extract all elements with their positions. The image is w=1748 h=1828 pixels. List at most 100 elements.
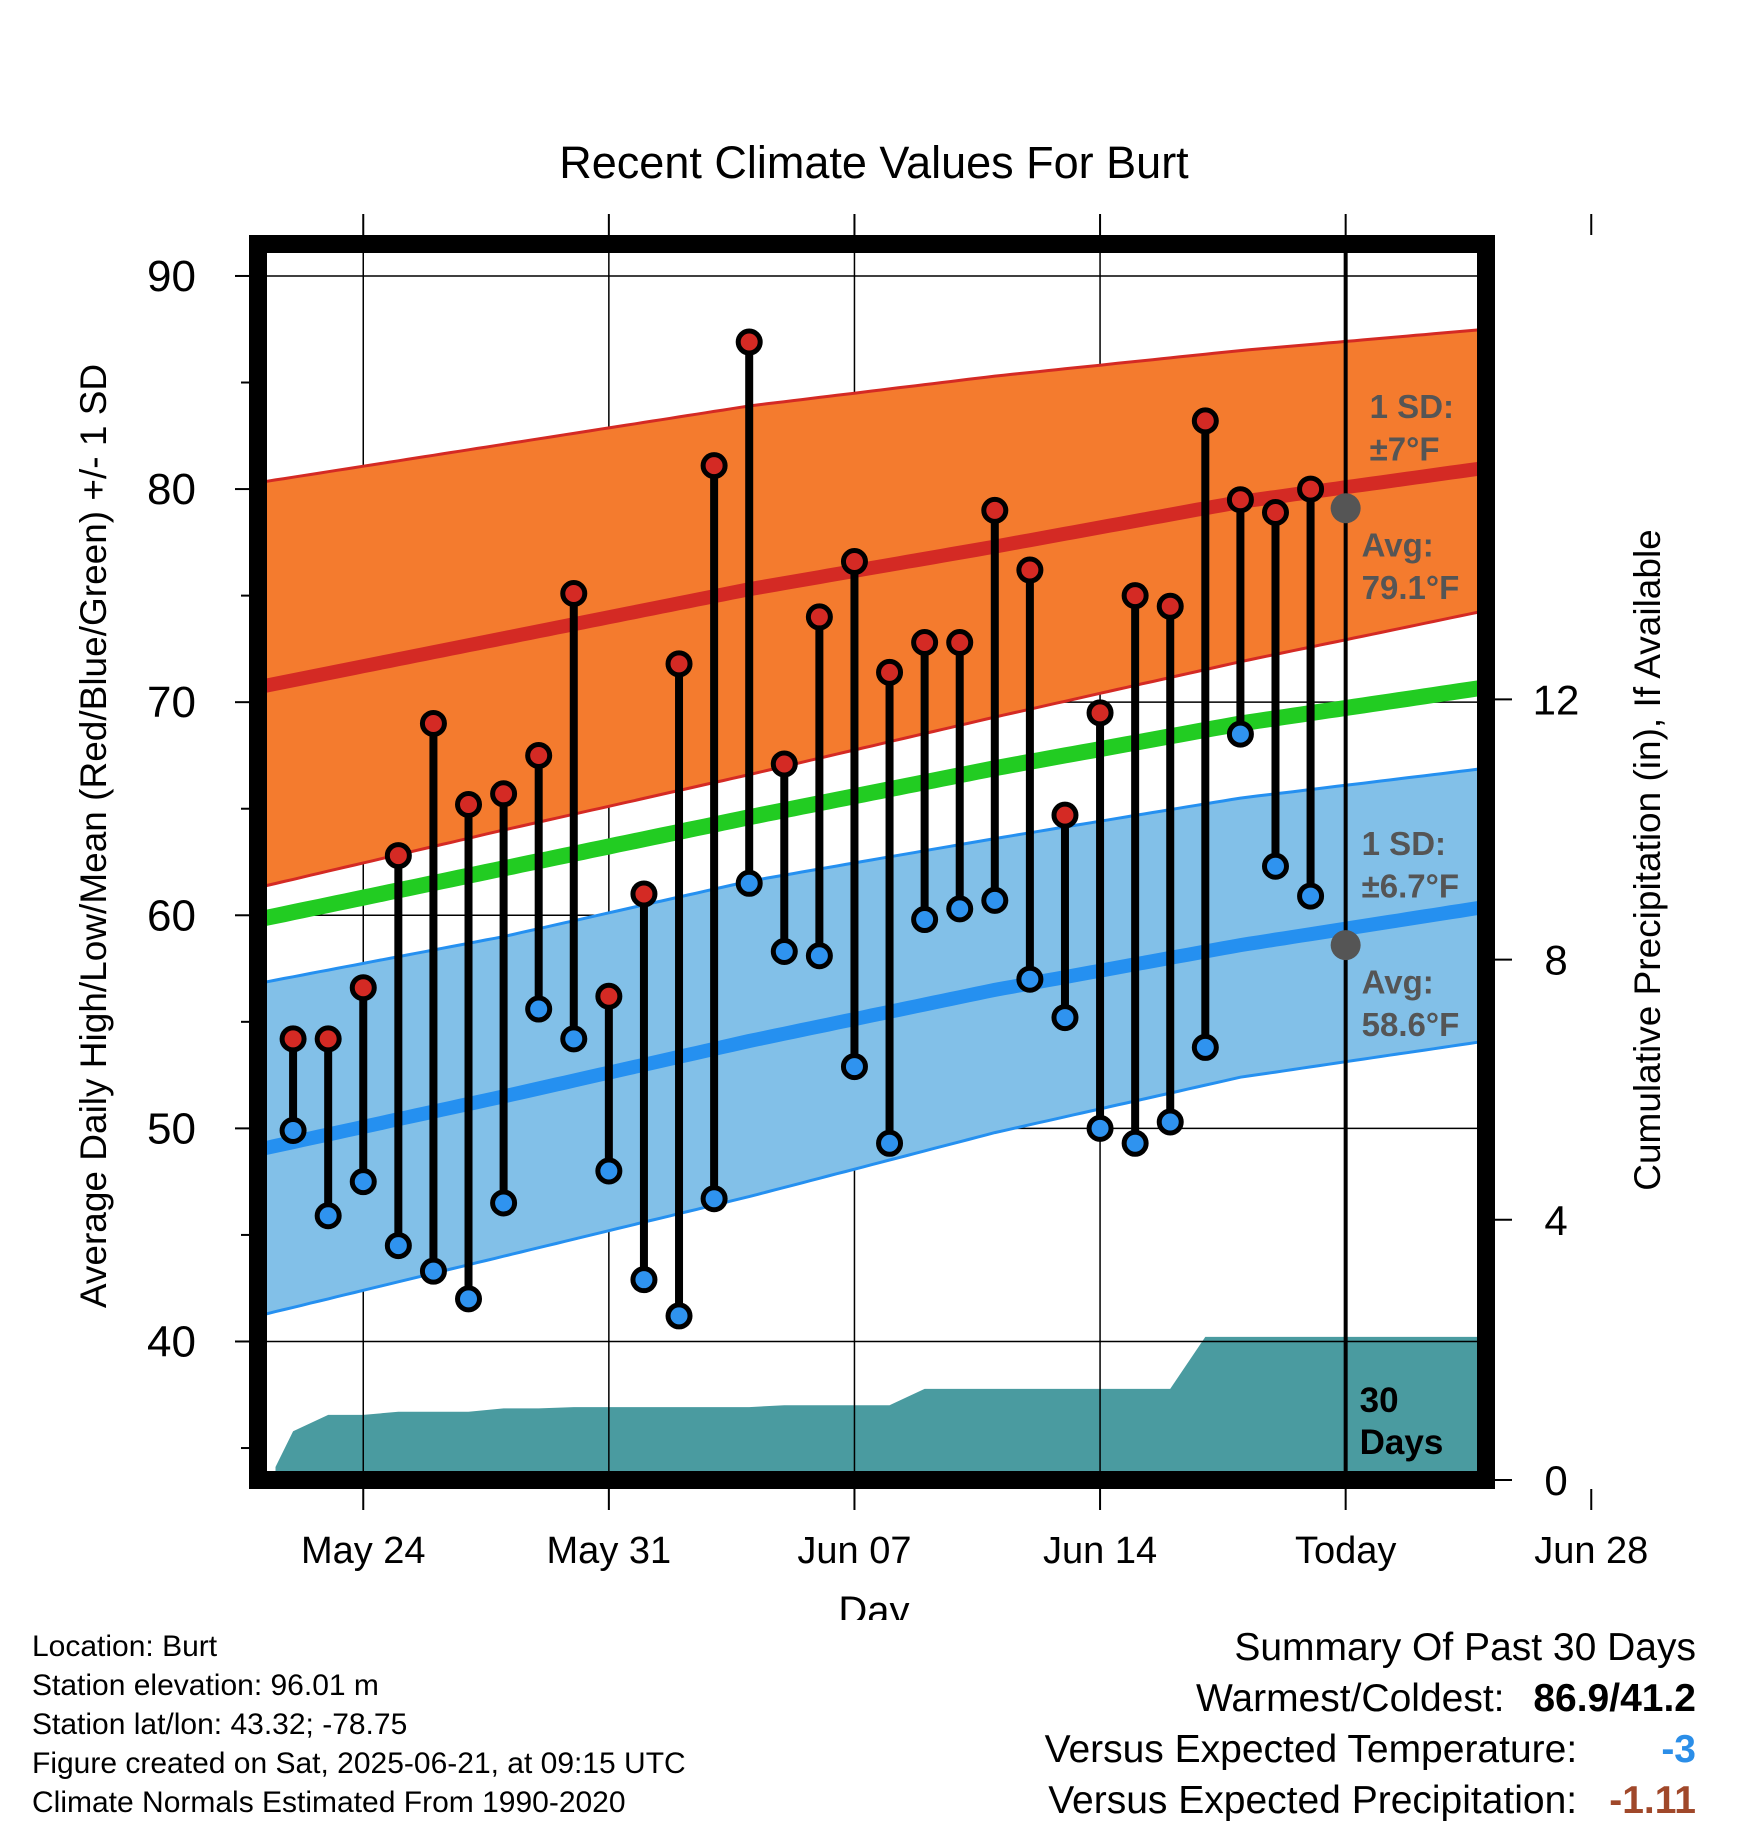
x-tick-label: Jun 14 xyxy=(1043,1530,1157,1572)
daily-high-point xyxy=(490,780,518,808)
daily-high-point xyxy=(1086,699,1114,727)
daily-high-point xyxy=(384,842,412,870)
created-text: Figure created on Sat, 2025-06-21, at 09… xyxy=(32,1747,686,1780)
chart-title: Recent Climate Values For Burt xyxy=(559,137,1189,188)
x-tick-label: Today xyxy=(1295,1530,1396,1572)
daily-high-point xyxy=(630,880,658,908)
y-axis-label: Average Daily High/Low/Mean (Red/Blue/Gr… xyxy=(73,364,114,1308)
daily-low-point xyxy=(1086,1114,1114,1142)
daily-high-point xyxy=(911,629,939,657)
daily-low-point xyxy=(314,1202,342,1230)
high-sd-band xyxy=(258,329,1486,888)
y-tick-label: 50 xyxy=(147,1104,196,1153)
daily-low-point xyxy=(1191,1033,1219,1061)
low-sd-label: 1 SD: xyxy=(1362,825,1446,862)
daily-high-point xyxy=(1016,556,1044,584)
daily-high-point xyxy=(770,750,798,778)
daily-low-point xyxy=(1226,720,1254,748)
temp-anomaly-value: -3 xyxy=(1661,1728,1696,1771)
plot-content xyxy=(258,244,1486,1480)
daily-high-point xyxy=(876,658,904,686)
x-tick-label: May 24 xyxy=(301,1530,426,1572)
daily-high-point xyxy=(560,579,588,607)
low-sd-band xyxy=(258,768,1486,1316)
normals-text: Climate Normals Estimated From 1990-2020 xyxy=(32,1786,626,1819)
daily-high-point xyxy=(525,741,553,769)
daily-low-point xyxy=(840,1053,868,1081)
daily-low-point xyxy=(560,1025,588,1053)
daily-low-point xyxy=(349,1168,377,1196)
daily-high-point xyxy=(981,496,1009,524)
precip-anomaly-label: Versus Expected Precipitation: xyxy=(1048,1779,1578,1822)
daily-high-point xyxy=(455,790,483,818)
daily-high-point xyxy=(946,629,974,657)
y2-tick-label: 8 xyxy=(1544,937,1567,984)
daily-high-point xyxy=(1121,582,1149,610)
normal-low-line xyxy=(258,899,1486,1157)
high-sd-label: 1 SD: xyxy=(1370,388,1454,425)
elevation-text: Station elevation: 96.01 m xyxy=(32,1669,379,1702)
high-avg-value: 79.1°F xyxy=(1362,569,1460,606)
daily-high-point xyxy=(1261,499,1289,527)
y-tick-label: 70 xyxy=(147,678,196,727)
daily-low-point xyxy=(876,1129,904,1157)
daily-low-point xyxy=(911,906,939,934)
plot-area: 1 SD: ±7°F Avg: 79.1°F 1 SD: ±6.7°F Avg: 58.6°F… xyxy=(147,214,1648,1572)
daily-high-point xyxy=(1156,592,1184,620)
daily-high-point xyxy=(1297,475,1325,503)
daily-low-point xyxy=(1156,1108,1184,1136)
daily-high-point xyxy=(700,452,728,480)
station-info: Location: Burt Station elevation: 96.01 … xyxy=(32,1627,686,1822)
high-sd-band-lower-edge xyxy=(258,609,1486,890)
daily-high-point xyxy=(840,548,868,576)
daily-low-point xyxy=(1297,882,1325,910)
y2-tick-label: 12 xyxy=(1533,676,1580,723)
normal-high-line xyxy=(258,460,1486,695)
daily-low-point xyxy=(946,895,974,923)
daily-low-point xyxy=(384,1232,412,1260)
daily-high-point xyxy=(349,974,377,1002)
daily-low-point xyxy=(1051,1004,1079,1032)
daily-low-point xyxy=(595,1157,623,1185)
temp-anomaly-label: Versus Expected Temperature: xyxy=(1044,1728,1578,1771)
location-text: Location: Burt xyxy=(32,1630,218,1663)
daily-low-point xyxy=(279,1117,307,1145)
daily-low-point xyxy=(665,1302,693,1330)
x-axis-label: Day xyxy=(838,1589,909,1620)
x-tick-label: Jun 07 xyxy=(797,1530,911,1572)
daily-low-point xyxy=(490,1189,518,1217)
daily-high-point xyxy=(314,1025,342,1053)
precip-anomaly-value: -1.11 xyxy=(1609,1779,1696,1822)
y2-axis-label: Cumulative Precipitation (in), If Availa… xyxy=(1627,529,1668,1191)
daily-low-point xyxy=(419,1257,447,1285)
daily-low-point xyxy=(1016,965,1044,993)
summary-heading: Summary Of Past 30 Days xyxy=(1234,1626,1696,1669)
daily-high-point xyxy=(665,650,693,678)
today-low-avg-marker xyxy=(1330,930,1361,961)
precip-area xyxy=(275,1336,1486,1480)
daily-low-point xyxy=(700,1185,728,1213)
today-high-avg-marker xyxy=(1330,493,1361,524)
daily-low-point xyxy=(981,886,1009,914)
y2-tick-label: 0 xyxy=(1544,1457,1567,1504)
plot-frame xyxy=(249,235,1495,1489)
y-tick-label: 90 xyxy=(147,252,196,301)
daily-low-point xyxy=(1261,852,1289,880)
daily-high-point xyxy=(805,603,833,631)
low-sd-band-lower-edge xyxy=(258,1039,1486,1318)
x-tick-label: Jun 28 xyxy=(1534,1530,1648,1572)
warmest-coldest-row: Warmest/Coldest: 86.9/41.2 xyxy=(1045,1673,1696,1724)
low-sd-band-upper-edge xyxy=(258,766,1486,985)
high-avg-label: Avg: xyxy=(1362,526,1434,563)
daily-high-point xyxy=(419,709,447,737)
period-label-count: 30 xyxy=(1360,1381,1399,1420)
high-sd-value: ±7°F xyxy=(1370,431,1440,468)
warmest-coldest-value: 86.9/41.2 xyxy=(1533,1677,1696,1720)
climate-chart: Recent Climate Values For Burt 1 SD: ±7°F… xyxy=(73,137,1668,1620)
daily-high-point xyxy=(1226,486,1254,514)
y-tick-label: 80 xyxy=(147,465,196,514)
daily-low-point xyxy=(455,1285,483,1313)
high-sd-band-upper-edge xyxy=(258,327,1486,485)
y-tick-label: 60 xyxy=(147,891,196,940)
low-avg-label: Avg: xyxy=(1362,963,1434,1000)
